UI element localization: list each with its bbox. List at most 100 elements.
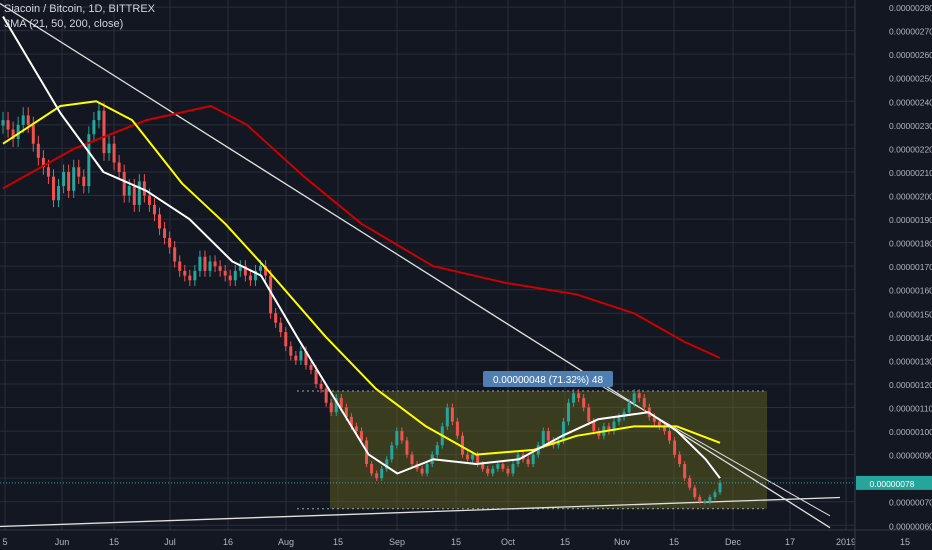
- y-tick-label: 0.00000230: [889, 121, 932, 131]
- candle-body: [395, 431, 399, 446]
- candle-body: [632, 393, 636, 403]
- candle-body: [445, 407, 449, 427]
- y-tick-label: 0.00000110: [889, 404, 932, 414]
- x-tick-label: Dec: [725, 537, 742, 547]
- candle-body: [637, 393, 641, 399]
- candle-body: [233, 270, 237, 281]
- candle-body: [450, 407, 454, 422]
- candle-body: [213, 261, 217, 267]
- candle-body: [16, 124, 20, 139]
- x-tick-label: Sep: [389, 537, 405, 547]
- candle-body: [556, 440, 560, 446]
- y-tick-label: 0.00000070: [889, 498, 932, 508]
- candle-body: [349, 416, 353, 427]
- candle-body: [491, 468, 495, 474]
- candle-body: [152, 204, 156, 215]
- candle-body: [471, 454, 475, 460]
- candle-body: [380, 468, 384, 479]
- candle-body: [147, 195, 151, 205]
- candle-body: [344, 407, 348, 417]
- y-tick-label: 0.00000170: [889, 262, 932, 272]
- x-tick-label: 2019: [836, 537, 856, 547]
- candle-body: [309, 365, 313, 370]
- candle-body: [572, 393, 576, 403]
- candle-body: [410, 454, 414, 465]
- candle-body: [511, 464, 515, 474]
- y-tick-label: 0.00000150: [889, 309, 932, 319]
- candle-body: [208, 261, 212, 271]
- candle-body: [238, 266, 242, 271]
- y-tick-label: 0.00000240: [889, 97, 932, 107]
- y-tick-label: 0.00000140: [889, 333, 932, 343]
- candle-body: [673, 440, 677, 455]
- x-tick-label: 17: [785, 537, 795, 547]
- candle-body: [248, 275, 252, 281]
- candle-body: [253, 270, 257, 281]
- y-tick-label: 0.00000160: [889, 286, 932, 296]
- candle-body: [168, 237, 172, 248]
- candle-body: [678, 454, 682, 465]
- candle-body: [385, 459, 389, 469]
- last-price-badge: [856, 475, 932, 490]
- trendline-resistance: [574, 370, 831, 517]
- candle-body: [137, 181, 141, 205]
- candle-body: [627, 402, 631, 413]
- candle-body: [21, 115, 25, 125]
- candle-body: [87, 134, 91, 187]
- candle-body: [420, 468, 424, 474]
- candle-body: [501, 464, 505, 469]
- candle-body: [561, 421, 565, 441]
- y-tick-label: 0.00000250: [889, 74, 932, 84]
- x-tick-label: 15: [560, 537, 570, 547]
- candle-body: [324, 388, 328, 403]
- y-tick-label: 0.00000060: [889, 521, 932, 531]
- candle-body: [304, 350, 308, 366]
- candle-body: [526, 459, 530, 465]
- candle-body: [708, 497, 712, 502]
- x-tick-label: 15: [109, 537, 119, 547]
- y-tick-label: 0.00000130: [889, 356, 932, 366]
- candle-body: [183, 270, 187, 276]
- y-tick-label: 0.00000200: [889, 192, 932, 202]
- candle-body: [11, 129, 15, 139]
- candle-body: [122, 171, 126, 196]
- candle-body: [339, 398, 343, 408]
- candle-body: [299, 350, 303, 361]
- candle-body: [243, 266, 247, 276]
- y-tick-label: 0.00000280: [889, 3, 932, 13]
- candle-body: [31, 124, 35, 144]
- candle-body: [375, 473, 379, 479]
- candle-body: [612, 421, 616, 432]
- x-tick-label: Nov: [614, 537, 631, 547]
- candle-body: [57, 186, 61, 201]
- ma21-line: [2, 15, 721, 479]
- candle-body: [435, 445, 439, 455]
- candle-body: [218, 266, 222, 271]
- candle-body: [476, 454, 480, 465]
- candle-body: [274, 313, 278, 323]
- candle-body: [36, 143, 40, 158]
- candle-body: [425, 464, 429, 474]
- candle-body: [223, 270, 227, 276]
- y-tick-label: 0.00000210: [889, 168, 932, 178]
- candle-body: [77, 167, 81, 177]
- last-price-label: 0.00000078: [870, 479, 915, 489]
- candle-body: [279, 322, 283, 333]
- candle-body: [592, 421, 596, 432]
- candle-body: [360, 431, 363, 441]
- x-tick-label: 5: [2, 537, 7, 547]
- candle-body: [6, 120, 10, 130]
- candle-body: [329, 402, 333, 413]
- candle-body: [390, 445, 394, 460]
- candle-body: [188, 275, 192, 281]
- candle-body: [72, 167, 76, 191]
- x-tick-label: 15: [900, 537, 910, 547]
- candle-body: [289, 346, 293, 356]
- candle-body: [541, 431, 545, 446]
- candle-body: [92, 120, 96, 135]
- candle-body: [228, 275, 232, 281]
- candle-body: [455, 421, 459, 436]
- candle-body: [466, 454, 470, 460]
